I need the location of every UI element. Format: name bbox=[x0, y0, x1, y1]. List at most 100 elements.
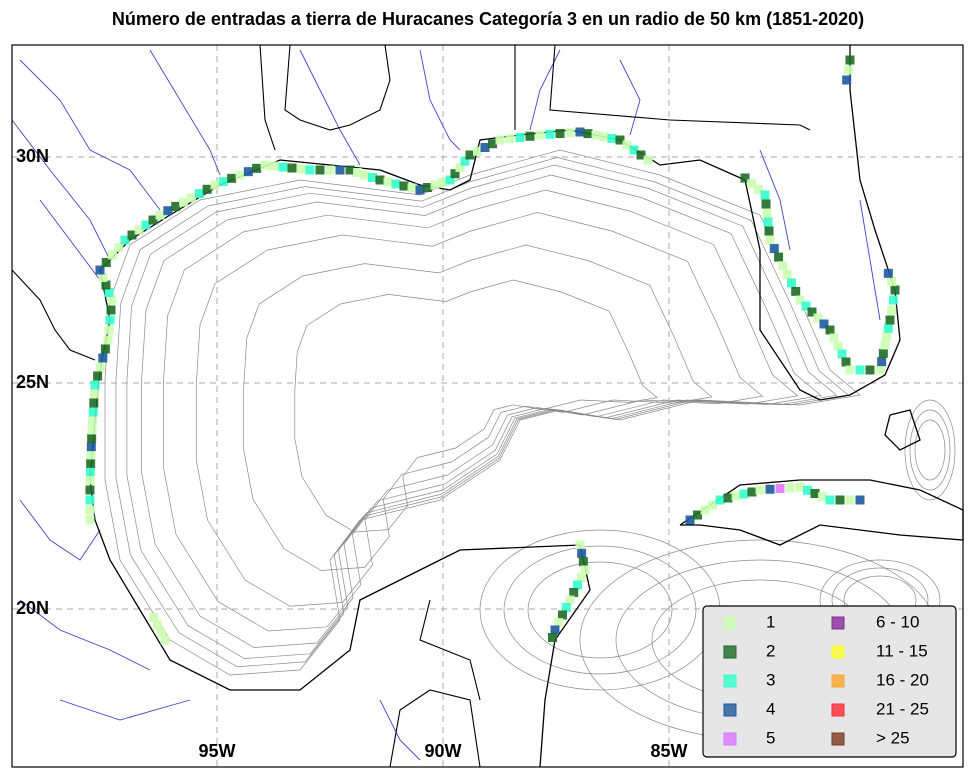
landfall-cell bbox=[835, 495, 845, 505]
landfall-cell bbox=[430, 180, 440, 190]
landfall-cell bbox=[93, 371, 103, 381]
landfall-cell bbox=[278, 162, 288, 172]
landfall-cell bbox=[882, 332, 892, 342]
legend-swatch bbox=[831, 616, 845, 630]
landfall-cell bbox=[525, 131, 535, 141]
landfall-cell bbox=[761, 199, 771, 209]
landfall-cell bbox=[578, 557, 588, 567]
landfall-cell bbox=[845, 55, 855, 65]
landfall-cell bbox=[580, 565, 590, 575]
landfall-cell bbox=[179, 197, 189, 207]
latitude-label: 30N bbox=[16, 146, 49, 166]
landfall-cell bbox=[104, 325, 114, 335]
river bbox=[39, 199, 101, 281]
landfall-cell bbox=[218, 177, 228, 187]
landfall-cell bbox=[880, 340, 890, 350]
map-title: Número de entradas a tierra de Huracanes… bbox=[112, 9, 864, 29]
landfall-cell bbox=[825, 325, 835, 335]
landfall-cell bbox=[391, 179, 401, 189]
legend-label: 2 bbox=[766, 641, 775, 660]
landfall-cell bbox=[762, 208, 772, 218]
bathymetry-contour bbox=[115, 157, 850, 668]
landfall-cell bbox=[260, 160, 270, 170]
landfall-cell bbox=[795, 295, 805, 305]
landfall-cell bbox=[85, 475, 95, 485]
landfall-cell bbox=[775, 484, 785, 493]
landfall-cell bbox=[101, 280, 111, 290]
landfall-cell bbox=[108, 250, 117, 260]
landfall-cell bbox=[740, 173, 750, 183]
landfall-cell bbox=[325, 165, 335, 175]
landfall-cell bbox=[764, 226, 774, 236]
landfall-cell bbox=[577, 548, 587, 558]
coastline bbox=[884, 409, 921, 451]
landfall-cell bbox=[561, 603, 571, 612]
landfall-cell bbox=[438, 178, 447, 187]
landfall-cell bbox=[202, 184, 212, 194]
landfall-cell bbox=[269, 161, 279, 171]
landfall-cell bbox=[819, 319, 829, 329]
landfall-cell bbox=[383, 177, 393, 187]
landfall-cell bbox=[569, 588, 579, 597]
landfall-cell bbox=[723, 493, 733, 503]
landfall-cell bbox=[399, 181, 409, 191]
landfall-cell bbox=[878, 348, 888, 358]
landfall-cell bbox=[629, 145, 639, 155]
river bbox=[419, 49, 461, 151]
landfall-cell bbox=[786, 278, 796, 288]
bathymetry-contour bbox=[104, 149, 861, 676]
longitude-label: 95W bbox=[198, 741, 235, 761]
landfall-cell bbox=[95, 265, 105, 275]
landfall-cell bbox=[842, 75, 852, 85]
bathymetry-contour bbox=[527, 561, 673, 659]
landfall-cell bbox=[86, 458, 96, 468]
landfall-cell bbox=[495, 135, 505, 145]
landfall-cell bbox=[739, 489, 749, 499]
landfall-cell bbox=[575, 540, 585, 550]
landfall-cell bbox=[227, 173, 237, 183]
landfall-cell bbox=[685, 515, 695, 525]
bathymetry-contour bbox=[479, 529, 721, 691]
landfall-cell bbox=[104, 288, 114, 297]
landfall-cell bbox=[622, 140, 632, 150]
landfall-cell bbox=[106, 305, 116, 315]
landfall-cell bbox=[801, 301, 811, 311]
landfall-cell bbox=[825, 495, 835, 505]
legend-label: 4 bbox=[766, 699, 775, 718]
river bbox=[759, 149, 791, 251]
landfall-cell bbox=[708, 500, 717, 510]
legend-swatch bbox=[831, 645, 845, 659]
landfall-cell bbox=[778, 261, 788, 271]
landfall-cell bbox=[360, 170, 370, 180]
landfall-cell bbox=[114, 243, 124, 252]
landfall-cell bbox=[105, 315, 115, 325]
river bbox=[619, 59, 641, 136]
landfall-cell bbox=[785, 483, 795, 493]
landfall-cell bbox=[591, 130, 601, 140]
landfall-cell bbox=[807, 307, 817, 317]
landfall-cell bbox=[636, 150, 646, 160]
landfall-cell bbox=[774, 252, 784, 262]
landfall-cell bbox=[550, 625, 560, 635]
landfall-cell bbox=[554, 618, 564, 627]
landfall-cell bbox=[875, 365, 885, 375]
longitude-label: 85W bbox=[650, 741, 687, 761]
landfall-cell bbox=[575, 127, 585, 137]
coastline bbox=[679, 479, 964, 546]
landfall-cell bbox=[120, 235, 130, 245]
landfall-cell bbox=[127, 230, 137, 240]
landfall-cell bbox=[837, 349, 847, 359]
landfall-cell bbox=[615, 135, 625, 145]
landfall-cell bbox=[700, 505, 710, 515]
landfall-cell bbox=[753, 184, 763, 194]
landfall-cell bbox=[877, 357, 887, 367]
river bbox=[59, 699, 191, 721]
landfall-cell bbox=[795, 482, 805, 492]
border bbox=[259, 44, 276, 151]
legend-label: 11 - 15 bbox=[876, 641, 928, 660]
landfall-cell bbox=[885, 315, 895, 325]
landfall-cell bbox=[335, 165, 345, 175]
legend-swatch bbox=[723, 616, 737, 630]
legend-swatch bbox=[831, 732, 845, 746]
landfall-cell bbox=[85, 495, 95, 505]
